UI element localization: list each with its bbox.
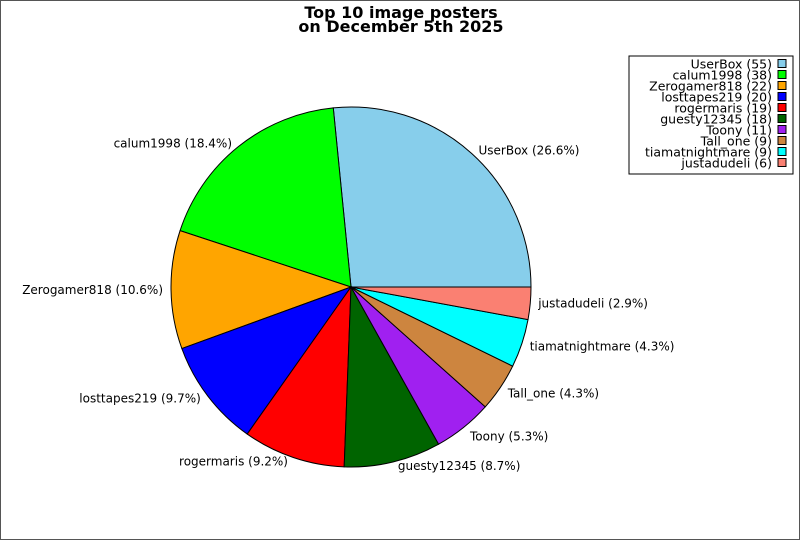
legend-swatch-guesty12345 [777,114,787,123]
slice-label-tiamatnightmare: tiamatnightmare (4.3%) [530,340,675,354]
slice-label-userbox: UserBox (26.6%) [479,144,580,158]
pie-slice-losttapes219 [181,285,353,435]
legend-label-losttapes219: losttapes219 (20) [661,90,772,105]
slice-label-rogermaris: rogermaris (9.2%) [179,454,288,468]
slice-label-justadudeli: justadudeli (2.9%) [537,297,648,311]
slice-label-guesty12345: guesty12345 (8.7%) [398,459,521,473]
slice-label-toony: Toony (5.3%) [469,430,548,444]
legend-swatch-tiamatnightmare [777,147,787,156]
legend-swatch-justadudeli [777,158,787,167]
pie-slice-rogermaris [246,285,352,468]
legend-swatch-userbox [777,59,787,68]
legend-label-userbox: UserBox (55) [691,57,772,72]
legend-label-calum1998: calum1998 (38) [672,68,772,83]
legend-label-tiamatnightmare: tiamatnightmare (9) [645,145,772,160]
pie-slice-zerogamer818 [170,229,353,350]
legend-label-tall_one: Tall_one (9) [700,134,772,149]
legend-swatch-losttapes219 [777,92,787,101]
legend-label-rogermaris: rogermaris (19) [674,101,772,116]
pie-slice-guesty12345 [343,285,440,468]
legend-swatch-zerogamer818 [777,81,787,90]
pie-slice-justadudeli [350,286,532,321]
legend-label-zerogamer818: Zerogamer818 (22) [649,79,772,94]
legend-label-toony: Toony (11) [705,123,772,138]
pie-slice-userbox [332,106,532,288]
pie-slices [170,106,532,468]
slice-label-losttapes219: losttapes219 (9.7%) [79,392,201,406]
slice-label-tall_one: Tall_one (4.3%) [507,387,599,401]
legend-label-guesty12345: guesty12345 (18) [660,112,772,127]
legend-swatch-calum1998 [777,70,787,79]
chart-title-line-1: Top 10 image posters [304,3,497,22]
legend: UserBox (55)calum1998 (38)Zerogamer818 (… [628,55,794,175]
legend-swatch-toony [777,125,787,134]
legend-swatch-rogermaris [777,103,787,112]
slice-label-zerogamer818: Zerogamer818 (10.6%) [22,283,163,297]
legend-box [628,55,794,175]
legend-label-justadudeli: justadudeli (6) [680,156,772,171]
slice-label-calum1998: calum1998 (18.4%) [114,136,232,150]
chart-title-line-2: on December 5th 2025 [298,17,503,36]
slice-labels: UserBox (26.6%) calum1998 (18.4%) Zerogame… [22,136,674,473]
legend-swatch-tall_one [777,136,787,145]
pie-slice-calum1998 [179,107,352,288]
